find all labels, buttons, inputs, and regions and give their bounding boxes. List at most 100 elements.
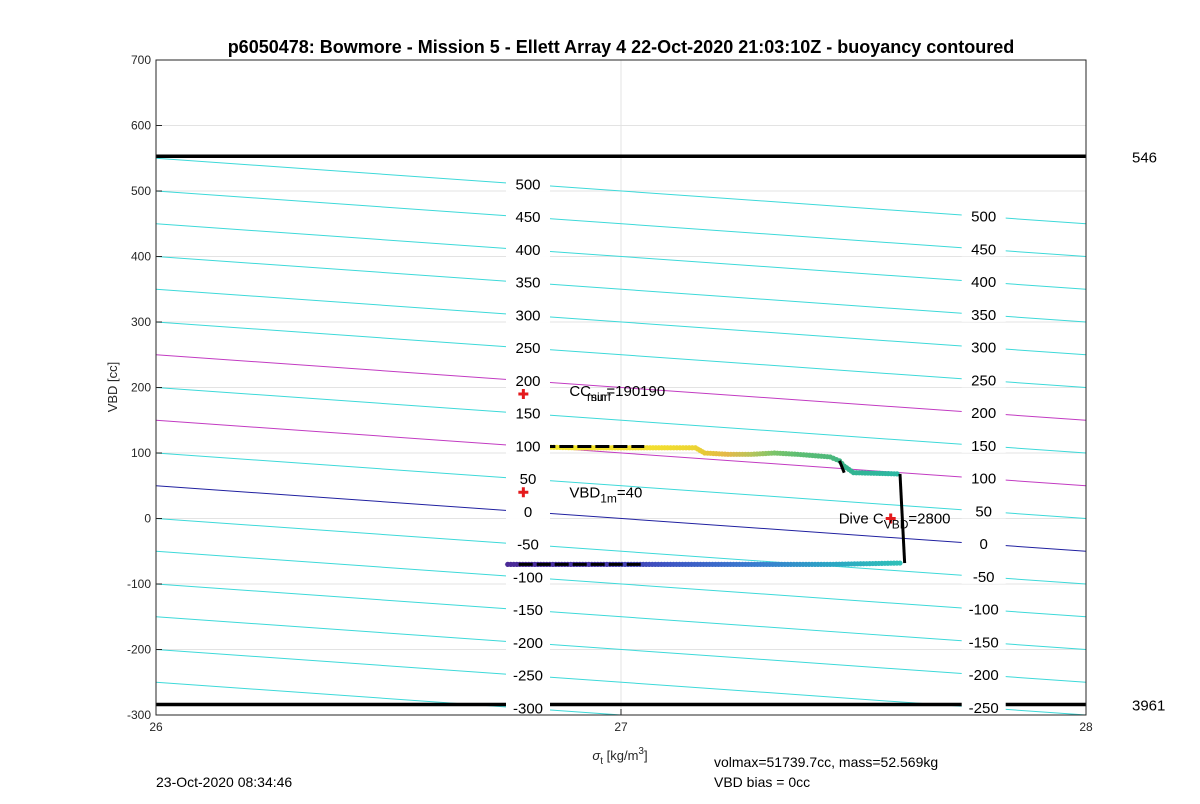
contour-label: 50 — [520, 471, 537, 488]
chart-title: p6050478: Bowmore - Mission 5 - Ellett A… — [228, 37, 1015, 57]
x-axis-label-symbol: σ — [592, 748, 601, 763]
contour-label: 450 — [971, 241, 996, 258]
contour-label: -100 — [969, 602, 999, 619]
marker-annotation-value: =2800 — [908, 511, 950, 528]
trace-upper-point — [894, 471, 900, 477]
contour-label: 300 — [515, 307, 540, 324]
limit-labels: 546 3961 — [1132, 149, 1165, 714]
contour-labels: 500450400350300250200150100500-50-100-15… — [506, 175, 1006, 717]
contour-label: 300 — [971, 340, 996, 357]
contour-label: -300 — [513, 700, 543, 717]
contour-label: -200 — [513, 635, 543, 652]
x-axis-label-unit-end: ] — [644, 748, 648, 763]
x-axis-label-subscript: t — [600, 756, 603, 767]
contour-label-bg — [506, 208, 550, 225]
marker-annotation-main: Dive C — [839, 511, 884, 528]
contour-label-bg — [961, 666, 1006, 683]
y-tick-label: 700 — [131, 53, 151, 67]
contour-label-bg — [961, 633, 1006, 650]
x-tick-label: 28 — [1079, 720, 1093, 734]
contour-line — [156, 452, 1086, 519]
contour-label-bg — [961, 436, 1006, 453]
contour-label: 50 — [975, 503, 992, 520]
contour-label: 100 — [515, 438, 540, 455]
contour-label-bg — [961, 698, 1006, 715]
contour-label-bg — [961, 371, 1006, 388]
contour-line — [156, 583, 1086, 650]
contour-label: 400 — [515, 242, 540, 259]
contour-label-bg — [961, 240, 1006, 257]
contour-label: 0 — [524, 504, 532, 521]
marker-annotation: Dive CVBD=2800 — [839, 511, 951, 532]
contour-label-bg — [506, 371, 550, 388]
contour-label: 450 — [515, 209, 540, 226]
marker-cross — [885, 513, 896, 524]
marker-annotation: VBD1m=40 — [569, 484, 642, 505]
limit-line-label: 546 — [1132, 149, 1157, 166]
contour-label-bg — [961, 567, 1006, 584]
contour-label-bg — [506, 175, 550, 192]
contour-line — [156, 190, 1086, 257]
x-tick-label: 26 — [149, 720, 163, 734]
contour-label: 250 — [515, 340, 540, 357]
contour-label: -250 — [969, 700, 999, 717]
contour-label-bg — [506, 273, 550, 290]
contour-label-bg — [961, 469, 1006, 486]
contour-line-highlight — [156, 354, 1086, 421]
contour-label-bg — [506, 404, 550, 421]
marker-annotation-value: =40 — [617, 484, 642, 501]
contour-label: 250 — [971, 372, 996, 389]
contour-line — [156, 157, 1086, 225]
y-tick-label: 200 — [131, 381, 151, 395]
trace-black-segment — [898, 473, 907, 564]
y-axis-label: VBD [cc] — [105, 362, 120, 413]
marker-cross — [518, 487, 529, 498]
y-tick-label: -300 — [127, 708, 151, 722]
contour-line-highlight — [156, 419, 1086, 487]
contour-label: 350 — [515, 275, 540, 292]
contour-label: 150 — [515, 406, 540, 423]
marker-annotation-main: VBD — [569, 484, 600, 501]
contour-label: 0 — [980, 536, 988, 553]
marker-cross — [518, 389, 529, 400]
contour-label-bg — [506, 306, 550, 323]
dive-trace — [504, 443, 907, 567]
x-axis-label: σt [kg/m3] — [592, 746, 647, 767]
contour-label-bg — [961, 600, 1006, 617]
footer-timestamp: 23-Oct-2020 08:34:46 — [156, 774, 292, 790]
contour-label-bg — [506, 601, 550, 618]
x-axis-label-unit: [kg/m — [603, 748, 638, 763]
contour-line — [156, 223, 1086, 290]
y-tick-label: 100 — [131, 446, 151, 460]
x-axis-label-superscript: 3 — [638, 746, 644, 757]
contour-line — [156, 256, 1086, 323]
contour-label-bg — [506, 240, 550, 257]
contour-label: 500 — [515, 176, 540, 193]
contour-label: -200 — [969, 667, 999, 684]
y-tick-label: 400 — [131, 250, 151, 264]
contour-label: 500 — [971, 209, 996, 226]
y-tick-label: -100 — [127, 577, 151, 591]
contour-line — [156, 321, 1086, 388]
contour-label-bg — [506, 339, 550, 356]
contour-label: 350 — [971, 307, 996, 324]
contour-label-bg — [961, 273, 1006, 290]
y-tick-label: -200 — [127, 643, 151, 657]
y-tick-label: 300 — [131, 315, 151, 329]
contour-label: -100 — [513, 569, 543, 586]
contour-label-bg — [506, 666, 550, 683]
footer-vbd-bias: VBD bias = 0cc — [714, 774, 810, 790]
limit-line-label: 3961 — [1132, 698, 1165, 715]
limit-lines — [156, 154, 1086, 707]
contour-line — [156, 518, 1086, 585]
contour-label-bg — [506, 568, 550, 585]
marker-annotation-value: =190190 — [606, 383, 665, 400]
marker-annotation: CCsurfmin=190190 — [569, 383, 665, 404]
contour-label-bg — [961, 305, 1006, 322]
contour-label: -50 — [973, 569, 995, 586]
y-tick-label: 600 — [131, 119, 151, 133]
marker-annotation-sub: surf — [591, 390, 612, 404]
